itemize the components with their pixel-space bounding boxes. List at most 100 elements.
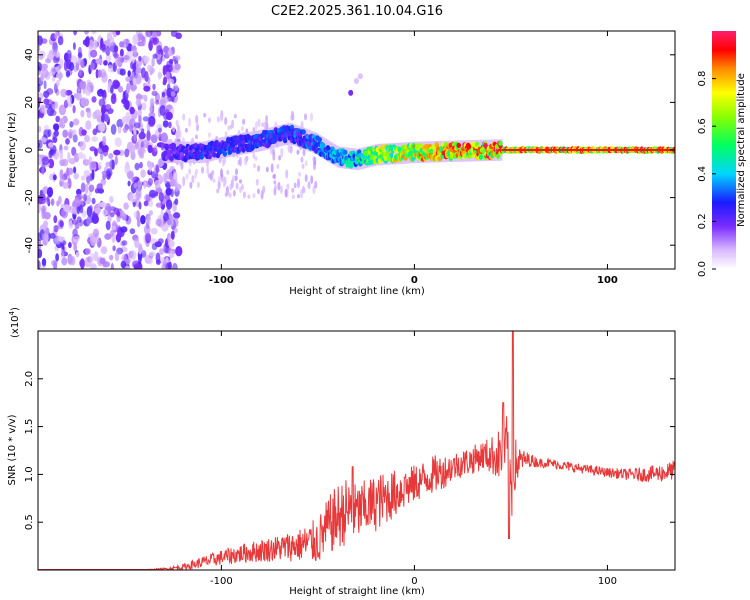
noise-speck [146,214,151,226]
noise-speck [97,121,106,132]
ridge-blob [282,138,288,144]
noise-speck [63,145,69,151]
noise-speck [40,265,46,269]
noise-speck [113,80,121,89]
faint-speck [224,131,228,138]
faint-speck [206,166,210,175]
noise-speck [99,43,106,51]
noise-speck [111,159,115,170]
faint-speck [188,168,192,175]
x-tick-label: 0 [411,275,418,286]
noise-speck [38,125,42,133]
noise-speck [129,106,135,115]
noise-speck [119,68,126,76]
faint-speck [196,181,200,189]
noise-speck [73,166,77,174]
svg-text:(x104): (x104) [8,307,21,338]
noise-speck [167,48,173,57]
faint-speck [239,179,242,184]
faint-speck [195,114,199,124]
faint-speck [257,188,260,195]
noise-speck [97,69,102,78]
noise-speck [43,220,49,229]
noise-speck [173,212,181,219]
noise-speck [138,132,146,140]
noise-speck [62,129,69,138]
ridge-halo [395,142,398,165]
noise-speck [73,31,77,36]
x-tick-label: 100 [597,275,618,286]
noise-speck [75,251,80,258]
noise-speck [114,137,122,148]
noise-speck [79,219,83,227]
noise-speck [158,158,163,166]
noise-speck [72,42,76,50]
ridge-blob [348,163,354,169]
colorbar-tick-label: 0.2 [697,213,708,229]
faint-speck [231,119,235,129]
noise-speck [156,45,163,55]
noise-speck [142,116,150,122]
noise-speck [90,263,97,269]
noise-speck [84,183,89,195]
noise-speck [72,134,78,143]
noise-speck [103,60,108,66]
faint-speck [244,156,248,166]
noise-speck [59,149,64,160]
faint-speck [189,181,193,189]
noise-speck [172,217,179,228]
faint-speck [208,117,211,123]
noise-speck [110,93,117,105]
noise-speck [148,210,153,216]
noise-speck [168,121,172,129]
noise-speck [59,169,64,180]
noise-speck [170,230,175,240]
noise-speck [161,91,166,98]
noise-speck [84,36,90,48]
noise-speck [166,64,173,73]
ridge-blob [428,148,434,154]
noise-speck [43,211,51,220]
faint-speck [241,183,244,191]
noise-speck [170,95,175,103]
noise-speck [137,41,145,47]
faint-speck [208,132,211,138]
noise-speck [118,149,125,156]
noise-speck [165,111,173,121]
noise-speck [172,227,178,234]
noise-speck [125,111,131,122]
noise-speck [67,151,71,163]
noise-speck [174,198,179,206]
noise-speck [99,201,107,208]
noise-speck [89,62,95,71]
faint-speck [216,188,220,194]
noise-speck [78,68,82,76]
noise-speck [120,260,127,269]
snr-multiplier: (x104) [8,307,21,338]
noise-speck [85,120,92,130]
noise-speck [113,149,121,156]
colorbar: 0.0 0.2 0.4 0.6 0.8 Normalized spectral ampl… [697,31,747,277]
noise-speck [107,64,113,73]
ridge-blob [317,137,322,143]
noise-speck [90,161,97,169]
noise-speck [155,202,163,208]
noise-speck [48,49,54,61]
faint-speck [276,164,280,169]
noise-speck [135,60,141,70]
faint-speck [273,180,277,185]
noise-speck [114,251,120,262]
faint-speck [291,187,295,193]
faint-speck [234,175,238,182]
noise-speck [68,242,72,249]
noise-speck [38,260,41,269]
noise-speck [91,96,97,103]
noise-speck [46,88,54,95]
y-tick-label: 40 [24,48,35,61]
noise-speck [122,42,128,49]
noise-speck [48,142,54,148]
noise-speck [85,248,92,255]
ridge-halo [245,132,248,154]
snr-y-label: SNR (10 * v/v) [7,414,18,485]
noise-speck [159,105,167,116]
